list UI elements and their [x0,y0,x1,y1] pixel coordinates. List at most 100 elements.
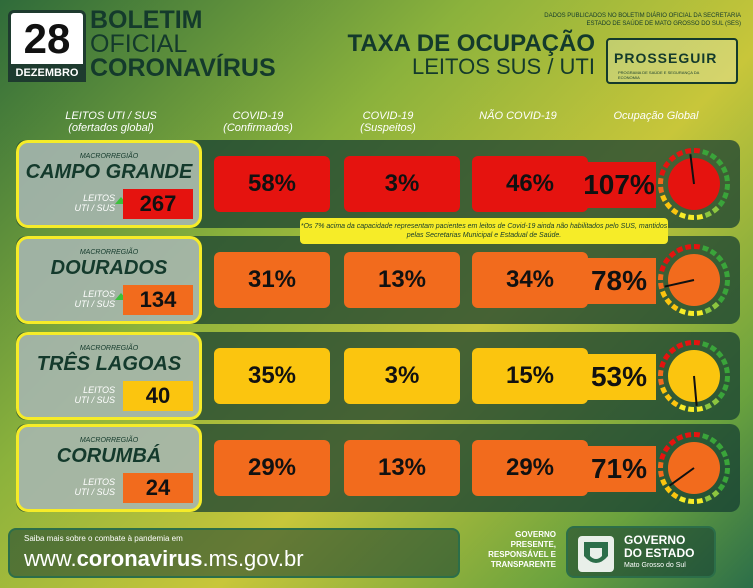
gauge-segment [676,246,684,254]
gauge-segment [684,148,692,155]
gauge-segment [723,270,730,278]
rate-confirmados: 31% [214,252,330,308]
gauge-segment [660,194,668,202]
leitos-label: LEITOS UTI / SUS [74,385,115,405]
column-header-confirmados: COVID-19 (Confirmados) [223,110,293,134]
government-slogan: GOVERNO PRESENTE, RESPONSÁVEL E TRANSPAR… [488,530,556,569]
date-day: 28 [23,15,71,62]
rate-global: 107% [582,162,656,208]
gauge-needle [669,467,695,487]
gauge-segment [709,152,718,161]
gauge-segment [687,310,694,316]
gauge-segment [724,468,730,475]
rate-global: 53% [582,354,656,400]
gauge-segment [711,489,720,498]
region-name: TRÊS LAGOAS [36,353,182,375]
gauge-segment [684,244,692,251]
trend-up-icon [115,197,127,204]
gauge-segment [702,245,710,252]
gauge-segment [722,192,729,200]
website-url[interactable]: www.coronavirus.ms.gov.br [24,546,304,571]
region-row: MACRORREGIÃO TRÊS LAGOAS LEITOS UTI / SUS 4… [16,332,740,420]
occupation-gauge [656,242,732,318]
gauge-segment [670,491,679,500]
gauge-segment [659,264,666,272]
leitos-value: 40 [123,381,193,411]
leitos-value: 267 [123,189,193,219]
occupation-gauge [656,146,732,222]
page-title-line-1: TAXA DE OCUPAÇÃO [347,30,595,57]
gauge-segment [676,342,684,350]
gauge-segment [658,369,664,376]
gauge-segment [696,405,704,412]
gauge-segment [696,497,704,504]
gauge-segment [715,158,724,167]
gauge-segment [676,434,684,442]
gauge-segment [711,205,720,214]
bulletin-line-3: CORONAVÍRUS [90,54,276,82]
macro-label: MACRORREGIÃO [79,345,139,352]
gauge-segment [658,177,664,184]
gauge-segment [720,166,728,174]
gauge-segment [662,160,671,169]
gauge-segment [662,444,671,453]
gauge-segment [717,295,726,304]
gauge-segment [720,450,728,458]
column-header-global: Ocupação Global [613,110,699,122]
gauge-segment [664,485,673,494]
rate-suspeitos: 13% [344,440,460,496]
gauge-segment [720,262,728,270]
bulletin-title: BOLETIM OFICIAL CORONAVÍRUS [90,8,276,82]
gauge-segment [717,483,726,492]
gauge-segment [662,352,671,361]
gauge-segment [678,212,686,219]
column-header-leitos: LEITOS UTI / SUS (ofertados global) [65,110,157,134]
gauge-segment [722,288,729,296]
gauge-segment [724,376,730,383]
rate-nao-covid: 46% [472,156,588,212]
region-label-box: MACRORREGIÃO CORUMBÁ LEITOS UTI / SUS 24 [16,424,202,512]
rate-global: 71% [582,446,656,492]
gauge-segment [678,308,686,315]
gauge-segment [717,199,726,208]
gauge-segment [724,280,730,287]
occupation-gauge [656,430,732,506]
gauge-segment [687,498,694,504]
gauge-segment [723,366,730,374]
gauge-segment [676,150,684,158]
publication-note: DADOS PUBLICADOS NO BOLETIM DIÁRIO OFICI… [544,13,741,27]
gauge-segment [694,432,701,438]
rate-confirmados: 58% [214,156,330,212]
region-row: MACRORREGIÃO CAMPO GRANDE LEITOS UTI / SUS… [16,140,740,228]
gauge-segment [723,458,730,466]
government-logo: GOVERNO DO ESTADO Mato Grosso do Sul [566,526,716,578]
gauge-segment [670,207,679,216]
gauge-segment [723,174,730,182]
government-name: GOVERNO DO ESTADO [624,533,695,560]
header: 28 DEZEMBRO BOLETIM OFICIAL CORONAVÍRUS … [0,0,753,92]
column-header-nao-covid: NÃO COVID-19 [479,110,557,122]
gauge-segment [717,391,726,400]
gauge-segment [658,273,664,280]
gauge-segment [715,442,724,451]
column-header-suspeitos: COVID-19 (Suspeitos) [360,110,416,134]
gauge-segment [662,256,671,265]
date-month: DEZEMBRO [8,64,86,82]
gauge-segment [659,360,666,368]
region-label-box: MACRORREGIÃO DOURADOS LEITOS UTI / SUS 134 [16,236,202,324]
gauge-segment [702,149,710,156]
gauge-segment [715,350,724,359]
rate-suspeitos: 3% [344,156,460,212]
gauge-segment [658,378,665,386]
rate-nao-covid: 34% [472,252,588,308]
gauge-segment [658,282,665,290]
gauge-segment [704,306,712,314]
gauge-segment [709,248,718,257]
gauge-segment [659,168,666,176]
gauge-segment [696,309,704,316]
gauge-segment [709,344,718,353]
gauge-segment [660,386,668,394]
gauge-segment [658,461,664,468]
gauge-segment [660,478,668,486]
gauge-needle [664,279,695,288]
